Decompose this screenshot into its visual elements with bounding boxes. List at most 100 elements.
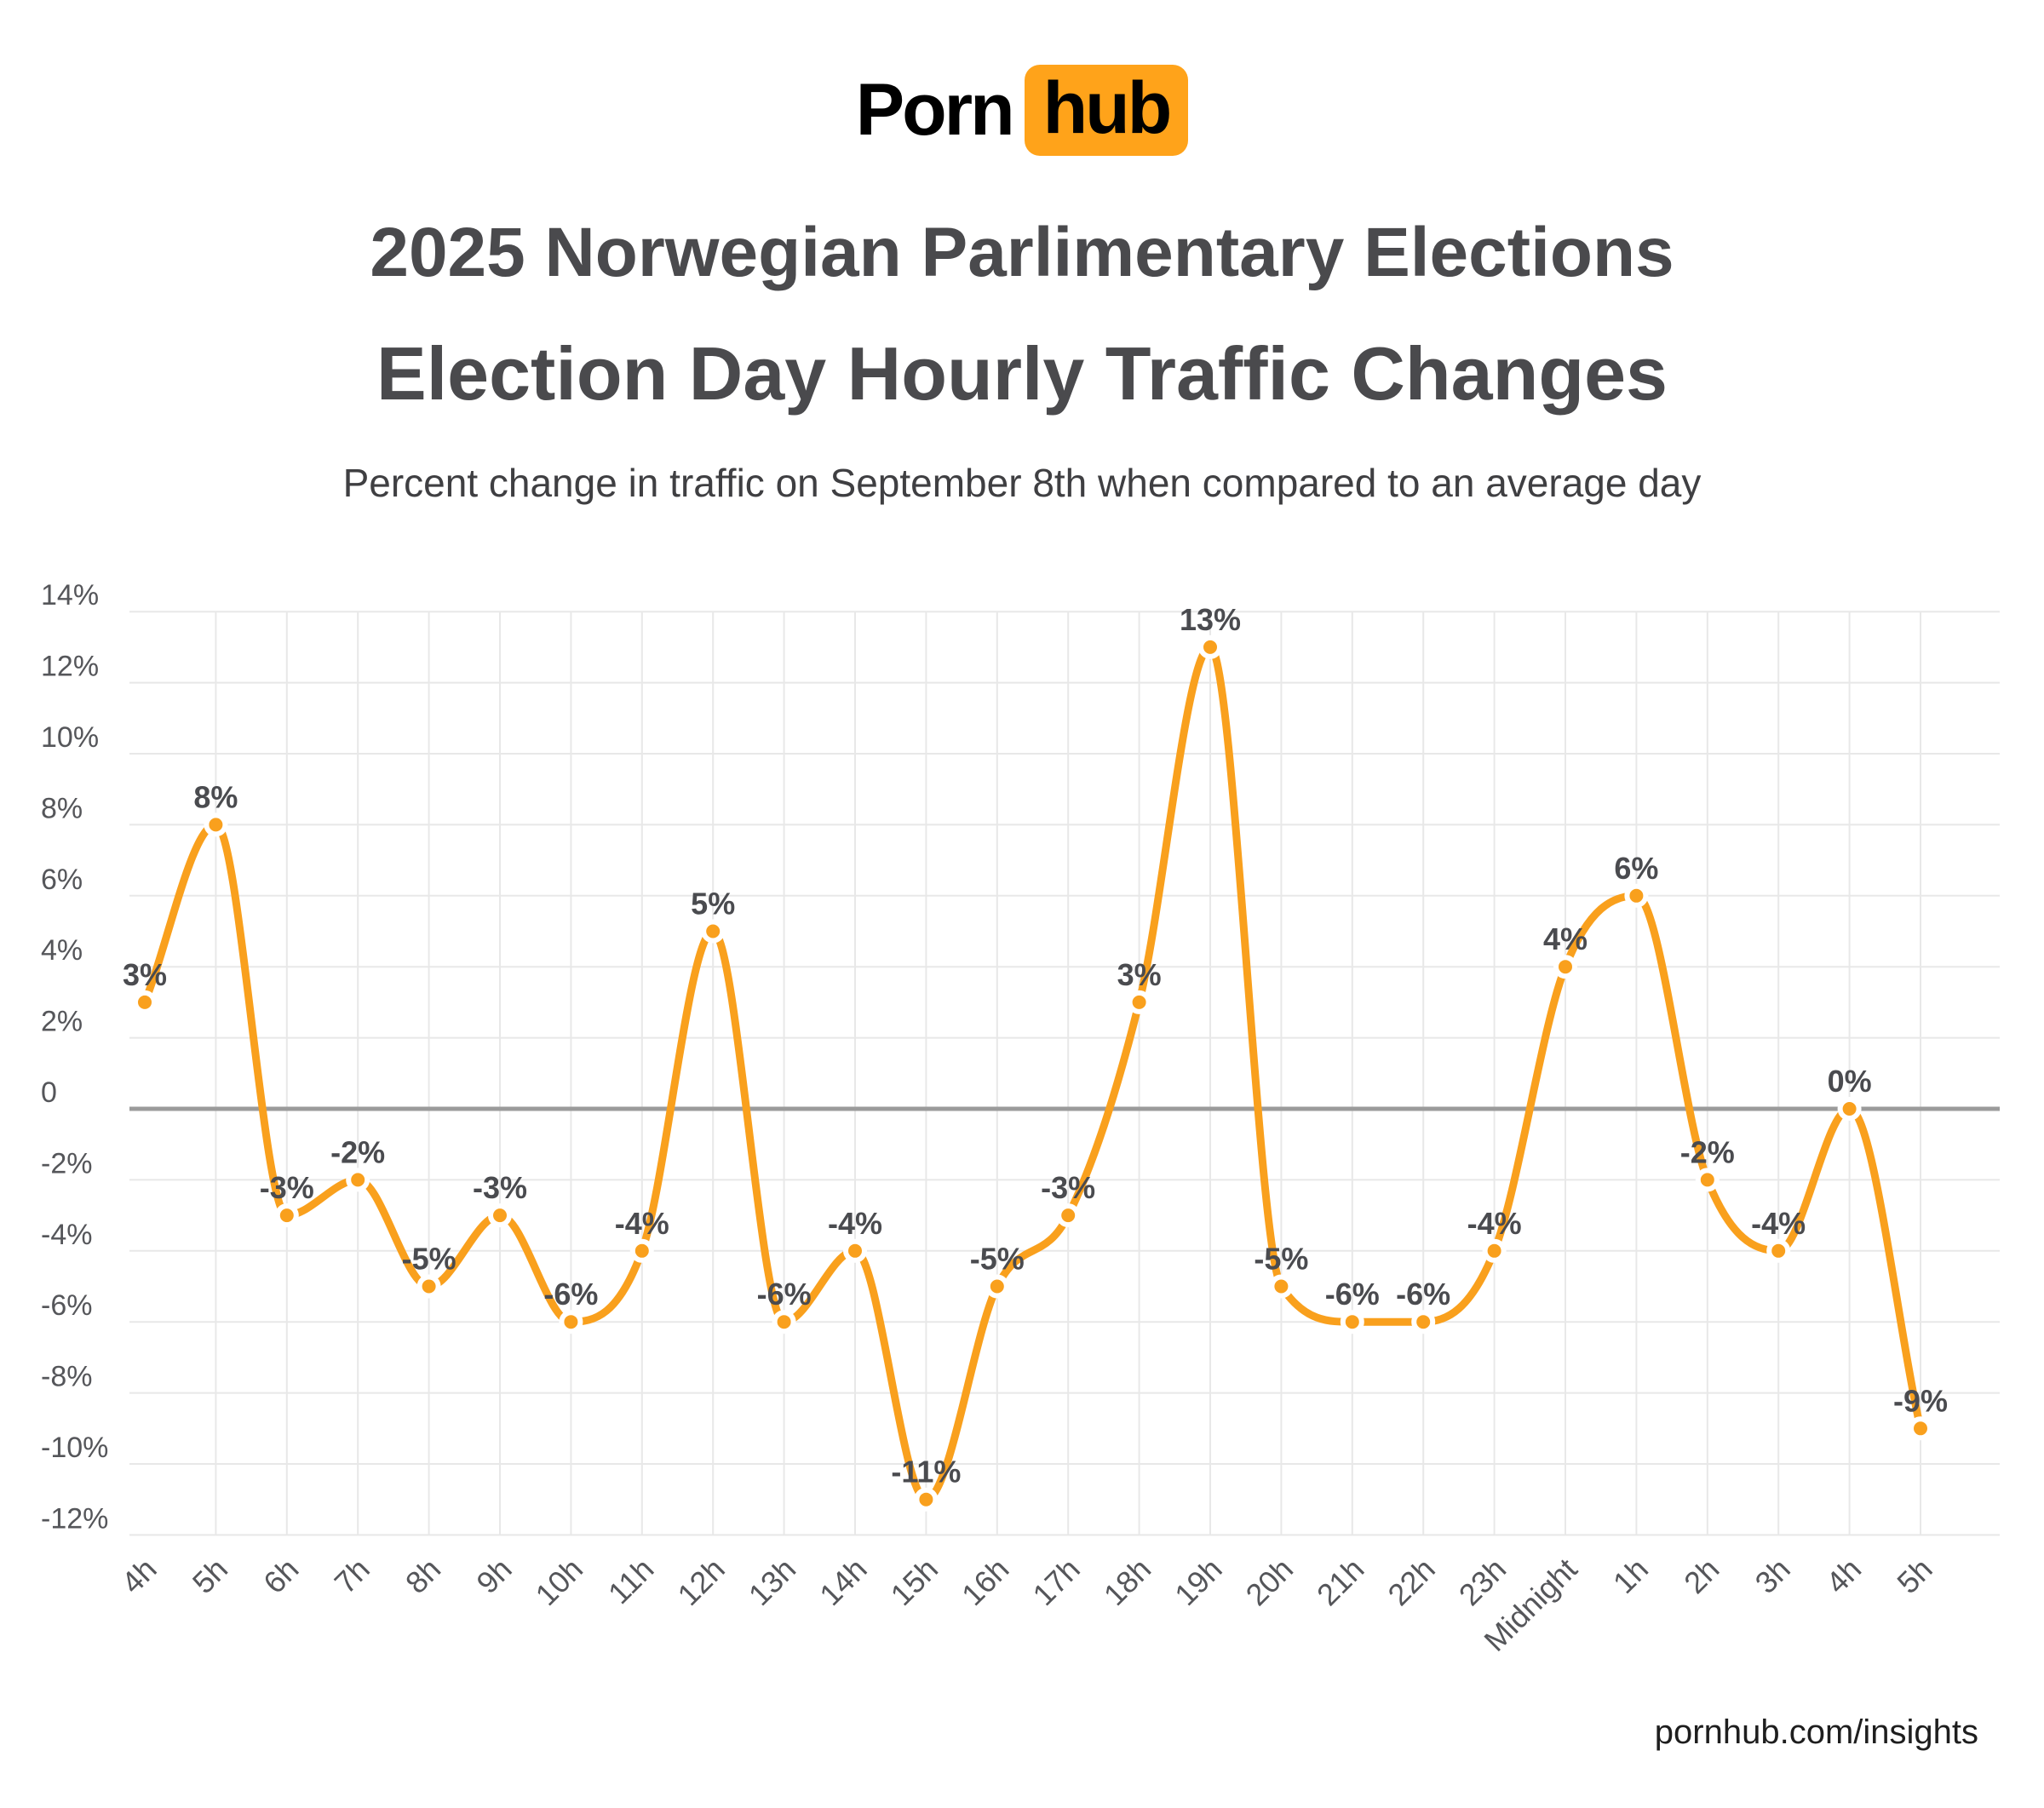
x-axis-tick-label: 12h: [670, 1552, 731, 1612]
x-axis-tick-label: 19h: [1168, 1552, 1228, 1612]
page-title: 2025 Norwegian Parlimentary Elections: [370, 214, 1674, 291]
x-axis-tick-label: 14h: [812, 1552, 873, 1612]
y-axis-tick-label: 14%: [41, 579, 99, 611]
x-axis-tick-label: 5h: [1890, 1552, 1938, 1600]
x-axis-tick-label: 7h: [328, 1552, 376, 1600]
x-axis-tick-label: 13h: [742, 1552, 802, 1612]
data-point-label: -6%: [543, 1277, 598, 1312]
data-point-marker: [1624, 883, 1649, 908]
footer-link: pornhub.com/insights: [1654, 1713, 1978, 1751]
y-axis-tick-label: 10%: [41, 721, 99, 754]
data-point-label: 8%: [193, 779, 238, 814]
x-axis-tick-label: 4h: [114, 1552, 163, 1600]
data-point-label: 0%: [1828, 1064, 1872, 1099]
traffic-curve: [141, 643, 1925, 1504]
y-axis-tick-label: -12%: [41, 1502, 108, 1535]
x-axis-tick-label: 18h: [1097, 1552, 1157, 1612]
data-point-label: -11%: [891, 1455, 961, 1489]
data-point-marker: [416, 1274, 441, 1299]
y-axis-tick-label: -4%: [41, 1219, 92, 1251]
data-point-label: -5%: [1254, 1242, 1308, 1277]
y-axis-tick-label: -10%: [41, 1432, 108, 1464]
data-point-label: -5%: [970, 1242, 1025, 1277]
x-axis-tick-label: 20h: [1239, 1552, 1300, 1612]
data-point-marker: [1127, 990, 1151, 1014]
y-axis-tick-label: 0: [41, 1076, 57, 1109]
y-axis-tick-label: 2%: [41, 1006, 83, 1038]
data-point-label: 5%: [691, 887, 735, 921]
data-point-marker: [346, 1168, 370, 1192]
x-axis-tick-label: 17h: [1025, 1552, 1086, 1612]
x-axis-tick-label: 3h: [1748, 1552, 1797, 1600]
data-point-label: -4%: [615, 1206, 669, 1241]
data-point-marker: [985, 1274, 1009, 1299]
x-axis-tick-label: 5h: [186, 1552, 234, 1600]
data-point-marker: [274, 1203, 299, 1228]
data-point-marker: [1340, 1310, 1364, 1334]
data-point-label: -2%: [1680, 1134, 1735, 1169]
x-axis-tick-label: 1h: [1606, 1552, 1655, 1600]
data-point-label: -3%: [473, 1170, 527, 1205]
chart-title: Election Day Hourly Traffic Changes: [376, 331, 1668, 416]
x-axis-tick-label: 22h: [1381, 1552, 1441, 1612]
y-axis-tick-label: -6%: [41, 1289, 92, 1322]
logo-wordmark-hub-badge: hub: [1024, 65, 1189, 156]
data-point-marker: [133, 990, 157, 1014]
data-point-label: 3%: [123, 957, 167, 992]
x-axis-tick-label: 23h: [1452, 1552, 1513, 1612]
data-point-marker: [701, 919, 726, 944]
data-point-marker: [1198, 634, 1222, 659]
data-point-label: -4%: [1467, 1206, 1522, 1241]
x-axis-tick-label: 2h: [1677, 1552, 1725, 1600]
x-axis-tick-label: 16h: [955, 1552, 1015, 1612]
data-point-marker: [204, 812, 228, 837]
data-point-marker: [559, 1310, 583, 1334]
x-axis-tick-label: 10h: [529, 1552, 589, 1612]
data-point-label: -9%: [1893, 1383, 1948, 1418]
y-axis-tick-label: 8%: [41, 792, 83, 824]
data-point-marker: [1269, 1274, 1294, 1299]
x-axis-tick-label: 8h: [399, 1552, 447, 1600]
data-point-marker: [914, 1487, 939, 1512]
logo-wordmark-porn: Porn: [855, 69, 1015, 151]
x-axis-tick-label: 6h: [256, 1552, 305, 1600]
chart-subtitle: Percent change in traffic on September 8…: [342, 461, 1702, 505]
data-point-label: -6%: [757, 1277, 812, 1312]
y-axis-tick-label: -8%: [41, 1361, 92, 1393]
data-point-label: 4%: [1543, 921, 1588, 956]
data-point-label: -4%: [828, 1206, 882, 1241]
data-point-label: -3%: [260, 1170, 314, 1205]
data-point-marker: [1766, 1238, 1791, 1263]
x-axis-tick-label: 21h: [1310, 1552, 1370, 1612]
data-point-label: -5%: [402, 1242, 456, 1277]
data-point-marker: [1056, 1203, 1081, 1228]
data-point-marker: [1695, 1168, 1720, 1192]
data-point-marker: [1909, 1416, 1932, 1441]
data-point-label: -4%: [1751, 1206, 1806, 1241]
data-point-marker: [1482, 1238, 1507, 1263]
x-axis-tick-label: 11h: [601, 1552, 661, 1611]
data-point-marker: [488, 1203, 512, 1228]
data-point-marker: [1411, 1310, 1436, 1334]
data-point-label: -3%: [1041, 1170, 1095, 1205]
data-point-label: -6%: [1396, 1277, 1450, 1312]
data-point-marker: [1553, 955, 1577, 979]
data-point-label: 13%: [1180, 602, 1241, 637]
y-axis-tick-label: 6%: [41, 864, 83, 896]
data-point-label: 3%: [1117, 957, 1162, 992]
pornhub-logo: Porn hub: [0, 65, 2044, 156]
x-axis-tick-label: 4h: [1819, 1552, 1868, 1600]
x-axis-tick-label: 9h: [469, 1552, 518, 1600]
data-point-label: -2%: [330, 1134, 385, 1169]
data-point-marker: [772, 1310, 796, 1334]
data-point-marker: [1837, 1097, 1862, 1121]
data-point-label: 6%: [1614, 851, 1658, 886]
y-axis-tick-label: -2%: [41, 1147, 92, 1180]
y-axis-tick-label: 4%: [41, 934, 83, 967]
data-point-label: -6%: [1325, 1277, 1380, 1312]
data-point-marker: [629, 1238, 654, 1263]
x-axis-tick-label: 15h: [884, 1552, 944, 1612]
data-point-marker: [843, 1238, 867, 1263]
